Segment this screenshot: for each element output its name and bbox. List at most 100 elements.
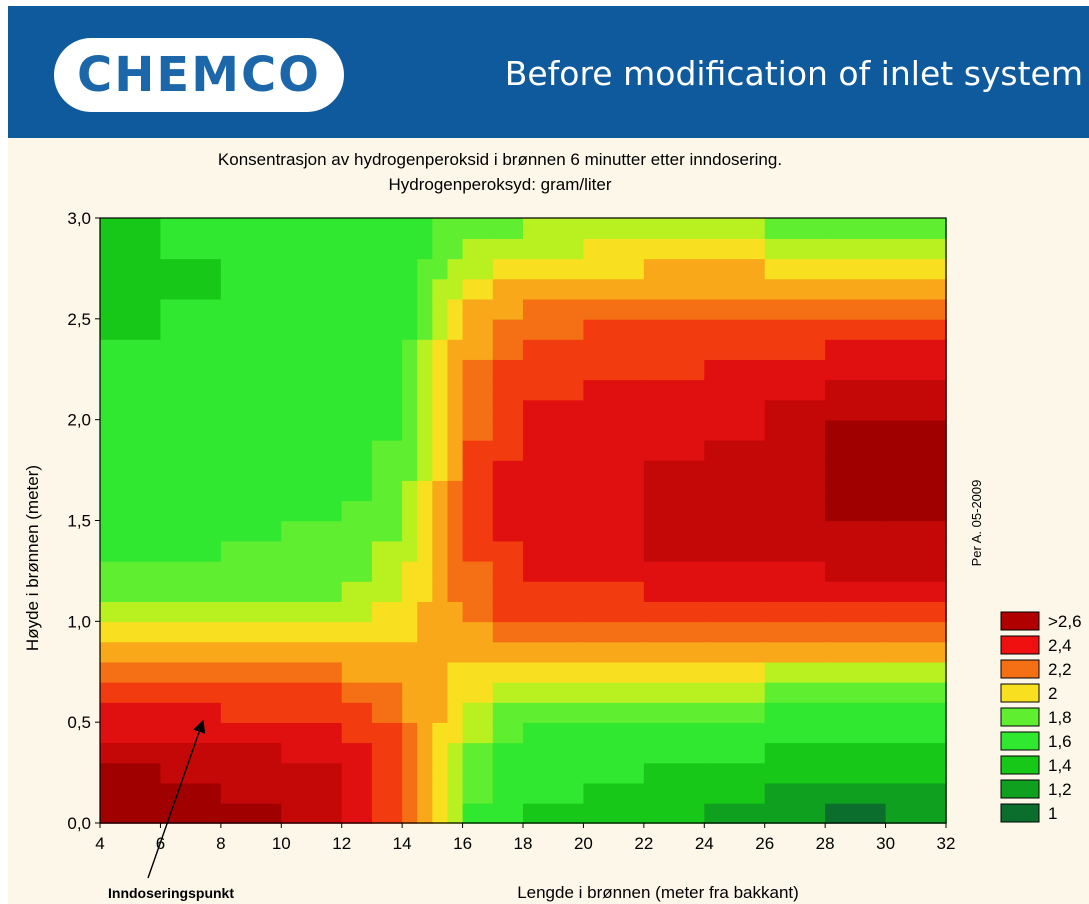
contour-cell (341, 742, 373, 764)
contour-cell (447, 339, 464, 360)
contour-cell (402, 480, 419, 502)
contour-cell (462, 278, 494, 300)
contour-cell (402, 621, 419, 643)
contour-cell (447, 480, 464, 502)
contour-cell (447, 802, 464, 824)
contour-cell (492, 621, 524, 643)
contour-cell (447, 318, 464, 340)
logo-text: CHEMCO (77, 47, 321, 103)
contour-cell (341, 460, 373, 481)
contour-cell (764, 399, 826, 421)
contour-cell (704, 359, 766, 381)
contour-cell (643, 339, 706, 360)
contour-cell (825, 359, 887, 381)
contour-cell (402, 399, 419, 421)
contour-cell (643, 762, 706, 784)
contour-cell (160, 762, 222, 784)
contour-cell (281, 722, 343, 744)
legend-label: 1,4 (1048, 756, 1072, 775)
contour-cell (885, 399, 947, 421)
contour-cell (341, 218, 373, 239)
contour-cell (281, 581, 343, 602)
contour-cell (704, 661, 766, 683)
contour-cell (704, 278, 766, 300)
contour-cell (704, 439, 766, 461)
contour-cell (432, 218, 449, 239)
contour-cell (417, 601, 434, 623)
contour-cell (447, 782, 464, 804)
y-tick-label: 0,5 (67, 713, 91, 732)
contour-cell (160, 520, 222, 542)
contour-cell (583, 681, 645, 703)
contour-cell (462, 782, 494, 804)
contour-cell (643, 581, 706, 602)
contour-cell (523, 500, 585, 522)
contour-cell (704, 702, 766, 723)
contour-cell (160, 621, 222, 643)
contour-cell (523, 702, 585, 723)
contour-cell (462, 218, 494, 239)
contour-cell (160, 318, 222, 340)
contour-cell (281, 218, 343, 239)
contour-cell (825, 621, 887, 643)
chart-title: Konsentrasjon av hydrogenperoksid i brøn… (218, 150, 782, 169)
contour-cell (523, 621, 585, 643)
contour-cell (371, 581, 403, 602)
legend-label: 1 (1048, 804, 1057, 823)
contour-cell (371, 339, 403, 360)
contour-cell (220, 661, 283, 683)
contour-cell (492, 520, 524, 542)
contour-cell (220, 601, 283, 623)
contour-cell (341, 359, 373, 381)
contour-cell (885, 419, 947, 441)
contour-cell (583, 500, 645, 522)
contour-cell (447, 258, 464, 280)
contour-cell (462, 560, 494, 582)
contour-cell (402, 742, 419, 764)
contour-cell (492, 298, 524, 320)
contour-cell (432, 278, 449, 300)
contour-cell (825, 601, 887, 623)
contour-cell (583, 339, 645, 360)
contour-cell (281, 661, 343, 683)
contour-cell (100, 621, 162, 643)
contour-cell (764, 460, 826, 481)
contour-cell (341, 782, 373, 804)
contour-cell (432, 702, 449, 723)
x-tick-label: 14 (393, 834, 412, 853)
contour-cell (643, 681, 706, 703)
contour-cell (417, 762, 434, 784)
contour-chart: Konsentrasjon av hydrogenperoksid i brøn… (23, 150, 1082, 902)
x-tick-label: 20 (574, 834, 593, 853)
contour-cell (523, 641, 585, 663)
contour-cell (885, 520, 947, 542)
contour-cell (417, 218, 434, 239)
contour-cell (492, 742, 524, 764)
x-tick-label: 18 (514, 834, 533, 853)
contour-cell (100, 218, 162, 239)
contour-cell (417, 581, 434, 602)
contour-cell (643, 641, 706, 663)
contour-cell (825, 661, 887, 683)
contour-cell (643, 500, 706, 522)
contour-cell (281, 359, 343, 381)
legend-swatch (1000, 611, 1040, 631)
contour-cell (417, 742, 434, 764)
contour-cell (371, 258, 403, 280)
contour-cell (160, 399, 222, 421)
contour-cell (704, 802, 766, 824)
legend-swatch (1000, 779, 1040, 799)
contour-cell (160, 702, 222, 723)
contour-cell (417, 702, 434, 723)
contour-cell (402, 601, 419, 623)
contour-cell (432, 540, 449, 562)
contour-cell (432, 399, 449, 421)
legend: >2,6 2,4 2,2 2 1,8 1,6 1,4 1,2 1 (1000, 611, 1082, 823)
contour-cell (462, 258, 494, 280)
contour-cell (432, 621, 449, 643)
contour-cell (220, 702, 283, 723)
contour-cell (492, 681, 524, 703)
contour-cell (492, 661, 524, 683)
contour-cell (643, 480, 706, 502)
contour-cell (432, 480, 449, 502)
